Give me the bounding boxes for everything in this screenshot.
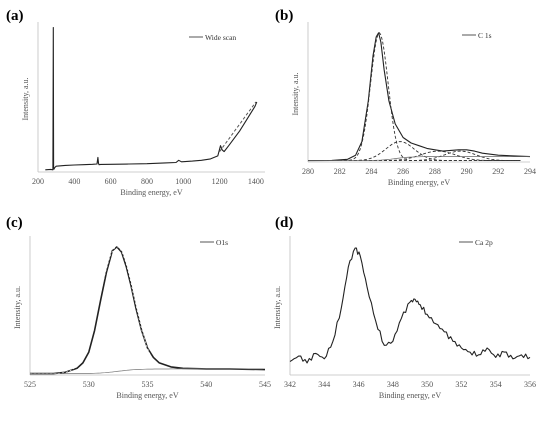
x-tick-label: 350 [421,380,433,389]
x-axis-title: Binding energy, eV [120,188,182,197]
x-tick-label: 1400 [248,177,264,186]
series-line [30,246,266,375]
x-tick-label: 535 [142,380,154,389]
fit-curve [219,101,257,152]
x-tick-label: 352 [455,380,467,389]
x-tick-label: 344 [318,380,330,389]
x-tick-label: 545 [259,380,271,389]
legend: Ca 2p [459,238,493,247]
chart-panel-b: (b) 280 282 284 286 288 290 292 294 Binding energ… [275,8,536,187]
panel-label: (b) [275,8,293,24]
chart-panel-d: (d) 342 344 346 348 350 352 354 356 Binding energ… [273,215,536,400]
legend-label: Ca 2p [475,238,493,247]
x-axis-title: Binding energy, eV [388,178,450,187]
series-line [307,32,531,162]
y-axis-title: Intensity, a.u. [13,286,22,329]
legend: C 1s [462,31,492,40]
x-tick-label: 525 [24,380,36,389]
series-line [289,247,531,364]
x-tick-label: 356 [524,380,536,389]
panel-label: (a) [6,8,24,24]
x-tick-label: 540 [200,380,212,389]
legend-label: C 1s [478,31,492,40]
legend: Wide scan [189,33,236,42]
x-axis-title: Binding energy, eV [116,391,178,400]
x-tick-label: 800 [141,177,153,186]
x-tick-label: 1000 [175,177,191,186]
panel-label: (d) [275,215,293,231]
background-line [30,368,263,374]
background-line [308,156,530,161]
x-tick-label: 1200 [212,177,228,186]
x-tick-label: 284 [365,167,377,176]
panel-label: (c) [6,215,23,231]
x-tick-label: 342 [284,380,296,389]
x-tick-label: 348 [387,380,399,389]
x-tick-label: 280 [302,167,314,176]
x-tick-label: 346 [353,380,365,389]
x-tick-label: 292 [492,167,504,176]
x-tick-label: 354 [490,380,502,389]
y-axis-title: Intensity, a.u. [291,72,300,115]
legend-label: O1s [216,238,228,247]
x-tick-label: 290 [461,167,473,176]
y-axis-title: Intensity, a.u. [21,77,30,120]
x-axis-title: Binding energy, eV [379,391,441,400]
x-tick-label: 282 [334,167,346,176]
fit-component-1 [323,32,521,162]
chart-panel-a: (a) 200 400 600 800 1000 1200 1400 Binding energ… [6,8,265,197]
legend-label: Wide scan [205,33,236,42]
x-tick-label: 294 [524,167,536,176]
x-tick-label: 286 [397,167,409,176]
x-tick-label: 530 [83,380,95,389]
fit-curve [30,246,264,374]
x-tick-label: 200 [32,177,44,186]
x-tick-label: 600 [105,177,117,186]
x-tick-label: 400 [68,177,80,186]
chart-panel-c: (c) 525 530 535 540 545 Binding energy, eV Inte… [6,215,271,400]
fit-component-2 [323,141,521,162]
x-tick-label: 288 [429,167,441,176]
legend: O1s [200,238,228,247]
series-line [45,26,258,171]
y-axis-title: Intensity, a.u. [273,286,282,329]
